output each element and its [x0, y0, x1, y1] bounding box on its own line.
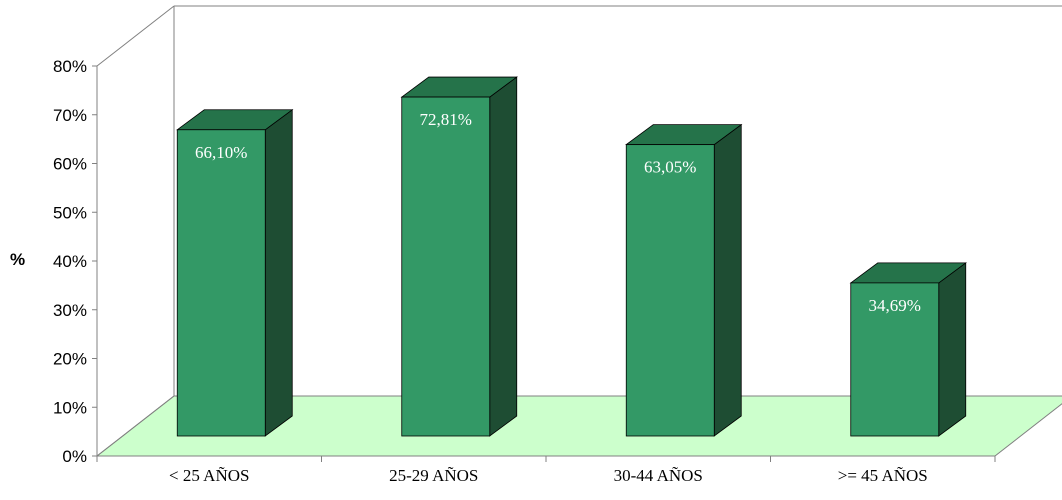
bar-front: [625, 144, 715, 437]
chart-axes: 0% 10% 20% 30% 40% 50% 60% 70% 80% < 25 AÑOS 25-29…: [53, 57, 996, 485]
bar-side: [938, 262, 967, 437]
y-tick-label: 80%: [53, 57, 87, 76]
x-tick-label: 25-29 AÑOS: [389, 466, 478, 485]
chart-bars: [176, 76, 967, 437]
bar-front: [401, 96, 491, 437]
bar: [176, 108, 294, 437]
side-wall-top-edge: [96, 5, 175, 67]
chart-labels: 66,10% 72,81% 63,05% 34,69%: [195, 110, 921, 315]
data-label: 63,05%: [644, 158, 696, 177]
chart-walls: [96, 5, 1062, 396]
y-tick-label: 10%: [53, 398, 87, 417]
y-axis-title: %: [10, 250, 25, 269]
x-tick-label: 30-44 AÑOS: [614, 466, 703, 485]
y-tick-label: 30%: [53, 301, 87, 320]
bar-side: [264, 108, 293, 437]
bar: [849, 262, 967, 437]
bar: [400, 76, 518, 437]
bar-front: [176, 129, 266, 437]
y-tick-label: 60%: [53, 155, 87, 174]
data-label: 72,81%: [420, 110, 472, 129]
bar-side: [713, 123, 742, 437]
data-label: 66,10%: [195, 143, 247, 162]
y-tick-label: 40%: [53, 252, 87, 271]
bar-front: [850, 282, 940, 437]
y-tick-label: 50%: [53, 203, 87, 222]
data-label: 34,69%: [869, 296, 921, 315]
y-tick-label: 70%: [53, 106, 87, 125]
x-tick-label: < 25 AÑOS: [169, 466, 249, 485]
floor-side-edge: [96, 395, 175, 457]
y-tick-label: 20%: [53, 350, 87, 369]
y-tick-label: 0%: [62, 447, 87, 466]
bar-side: [489, 76, 518, 437]
bar: [625, 123, 743, 437]
x-tick-label: >= 45 AÑOS: [838, 466, 928, 485]
